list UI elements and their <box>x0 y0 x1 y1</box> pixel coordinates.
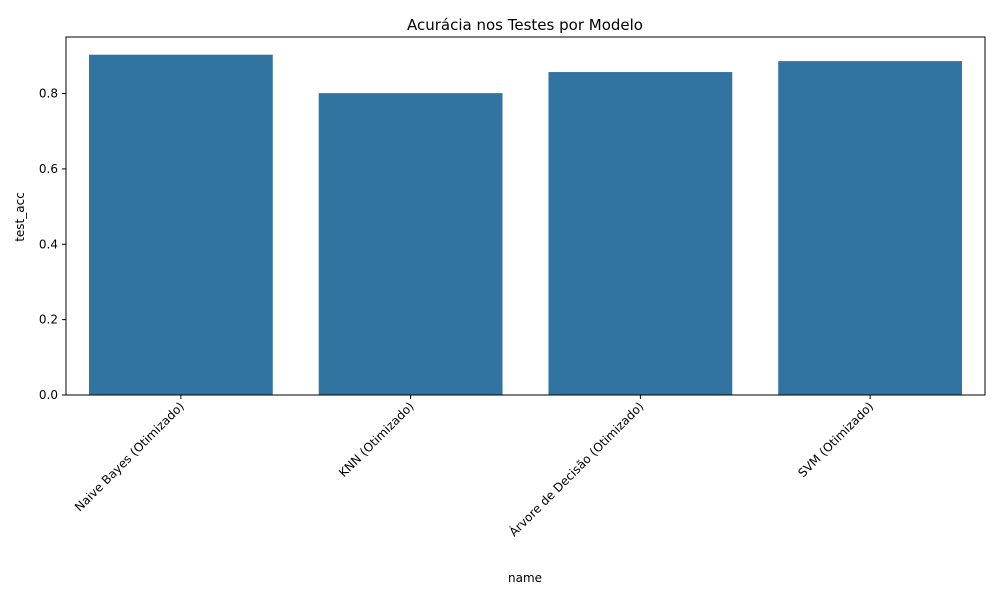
x-tick-label-1: KNN (Otimizado) <box>336 399 417 480</box>
bar-3 <box>778 61 963 396</box>
y-tick-label-3: 0.6 <box>39 162 58 176</box>
plot-frame <box>65 36 986 396</box>
y-tick-label-0: 0.0 <box>39 388 58 402</box>
bar-1 <box>318 93 503 395</box>
bars-group <box>88 54 963 396</box>
x-tick-label-2: Árvore de Decisão (Otimizado) <box>506 399 647 540</box>
y-tick-label-2: 0.4 <box>39 237 58 251</box>
chart-title: Acurácia nos Testes por Modelo <box>407 16 643 34</box>
y-tick-label-4: 0.8 <box>39 87 58 101</box>
y-axis: 0.0 0.2 0.4 0.6 0.8 <box>39 87 66 402</box>
x-axis: Naive Bayes (Otimizado) KNN (Otimizado) Ár… <box>72 395 876 539</box>
y-tick-label-1: 0.2 <box>39 313 58 327</box>
y-axis-label: test_acc <box>13 192 27 242</box>
x-tick-label-3: SVM (Otimizado) <box>795 399 876 480</box>
x-tick-label-0: Naive Bayes (Otimizado) <box>72 399 187 514</box>
bar-0 <box>88 54 273 395</box>
x-axis-label: name <box>508 571 542 585</box>
bar-2 <box>548 72 733 395</box>
